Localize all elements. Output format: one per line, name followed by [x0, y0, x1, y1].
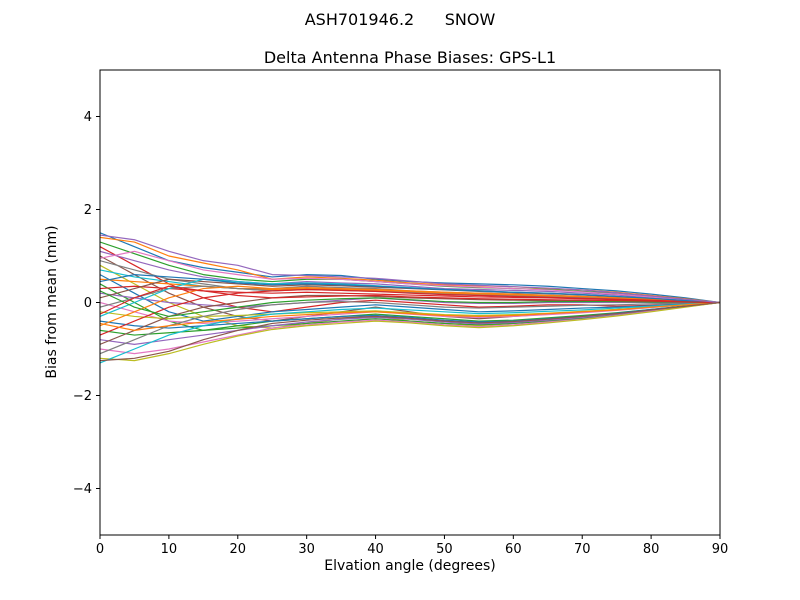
y-tick-label: −4: [73, 482, 92, 497]
x-tick-label: 80: [643, 542, 660, 557]
y-tick-label: 2: [84, 203, 92, 218]
series-line: [100, 301, 720, 362]
x-tick-label: 70: [574, 542, 591, 557]
x-tick-label: 90: [712, 542, 729, 557]
series-line: [100, 300, 720, 355]
figure-suptitle: ASH701946.2 SNOW: [304, 10, 496, 29]
series-line: [100, 301, 720, 364]
y-tick-label: 4: [84, 110, 92, 125]
series-line: [100, 290, 720, 318]
series-line: [100, 274, 720, 322]
x-axis-label: Elvation angle (degrees): [324, 558, 496, 574]
series-line: [100, 301, 720, 331]
y-tick-label: −2: [73, 389, 92, 404]
x-tick-label: 40: [367, 542, 384, 557]
series-line: [100, 285, 720, 315]
series-line: [100, 250, 720, 304]
x-tick-label: 50: [436, 542, 453, 557]
x-tick-label: 60: [505, 542, 522, 557]
axes-title: Delta Antenna Phase Biases: GPS-L1: [263, 48, 557, 67]
series-line: [100, 285, 720, 327]
series-lines: [100, 232, 720, 364]
series-line: [100, 301, 720, 362]
y-tick-label: 0: [84, 296, 92, 311]
x-tick-label: 10: [161, 542, 178, 557]
x-tick-label: 0: [96, 542, 104, 557]
series-line: [100, 288, 720, 336]
x-tick-label: 20: [230, 542, 247, 557]
series-line: [100, 234, 720, 304]
series-line: [100, 274, 720, 304]
x-tick-label: 30: [298, 542, 315, 557]
series-line: [100, 250, 720, 304]
